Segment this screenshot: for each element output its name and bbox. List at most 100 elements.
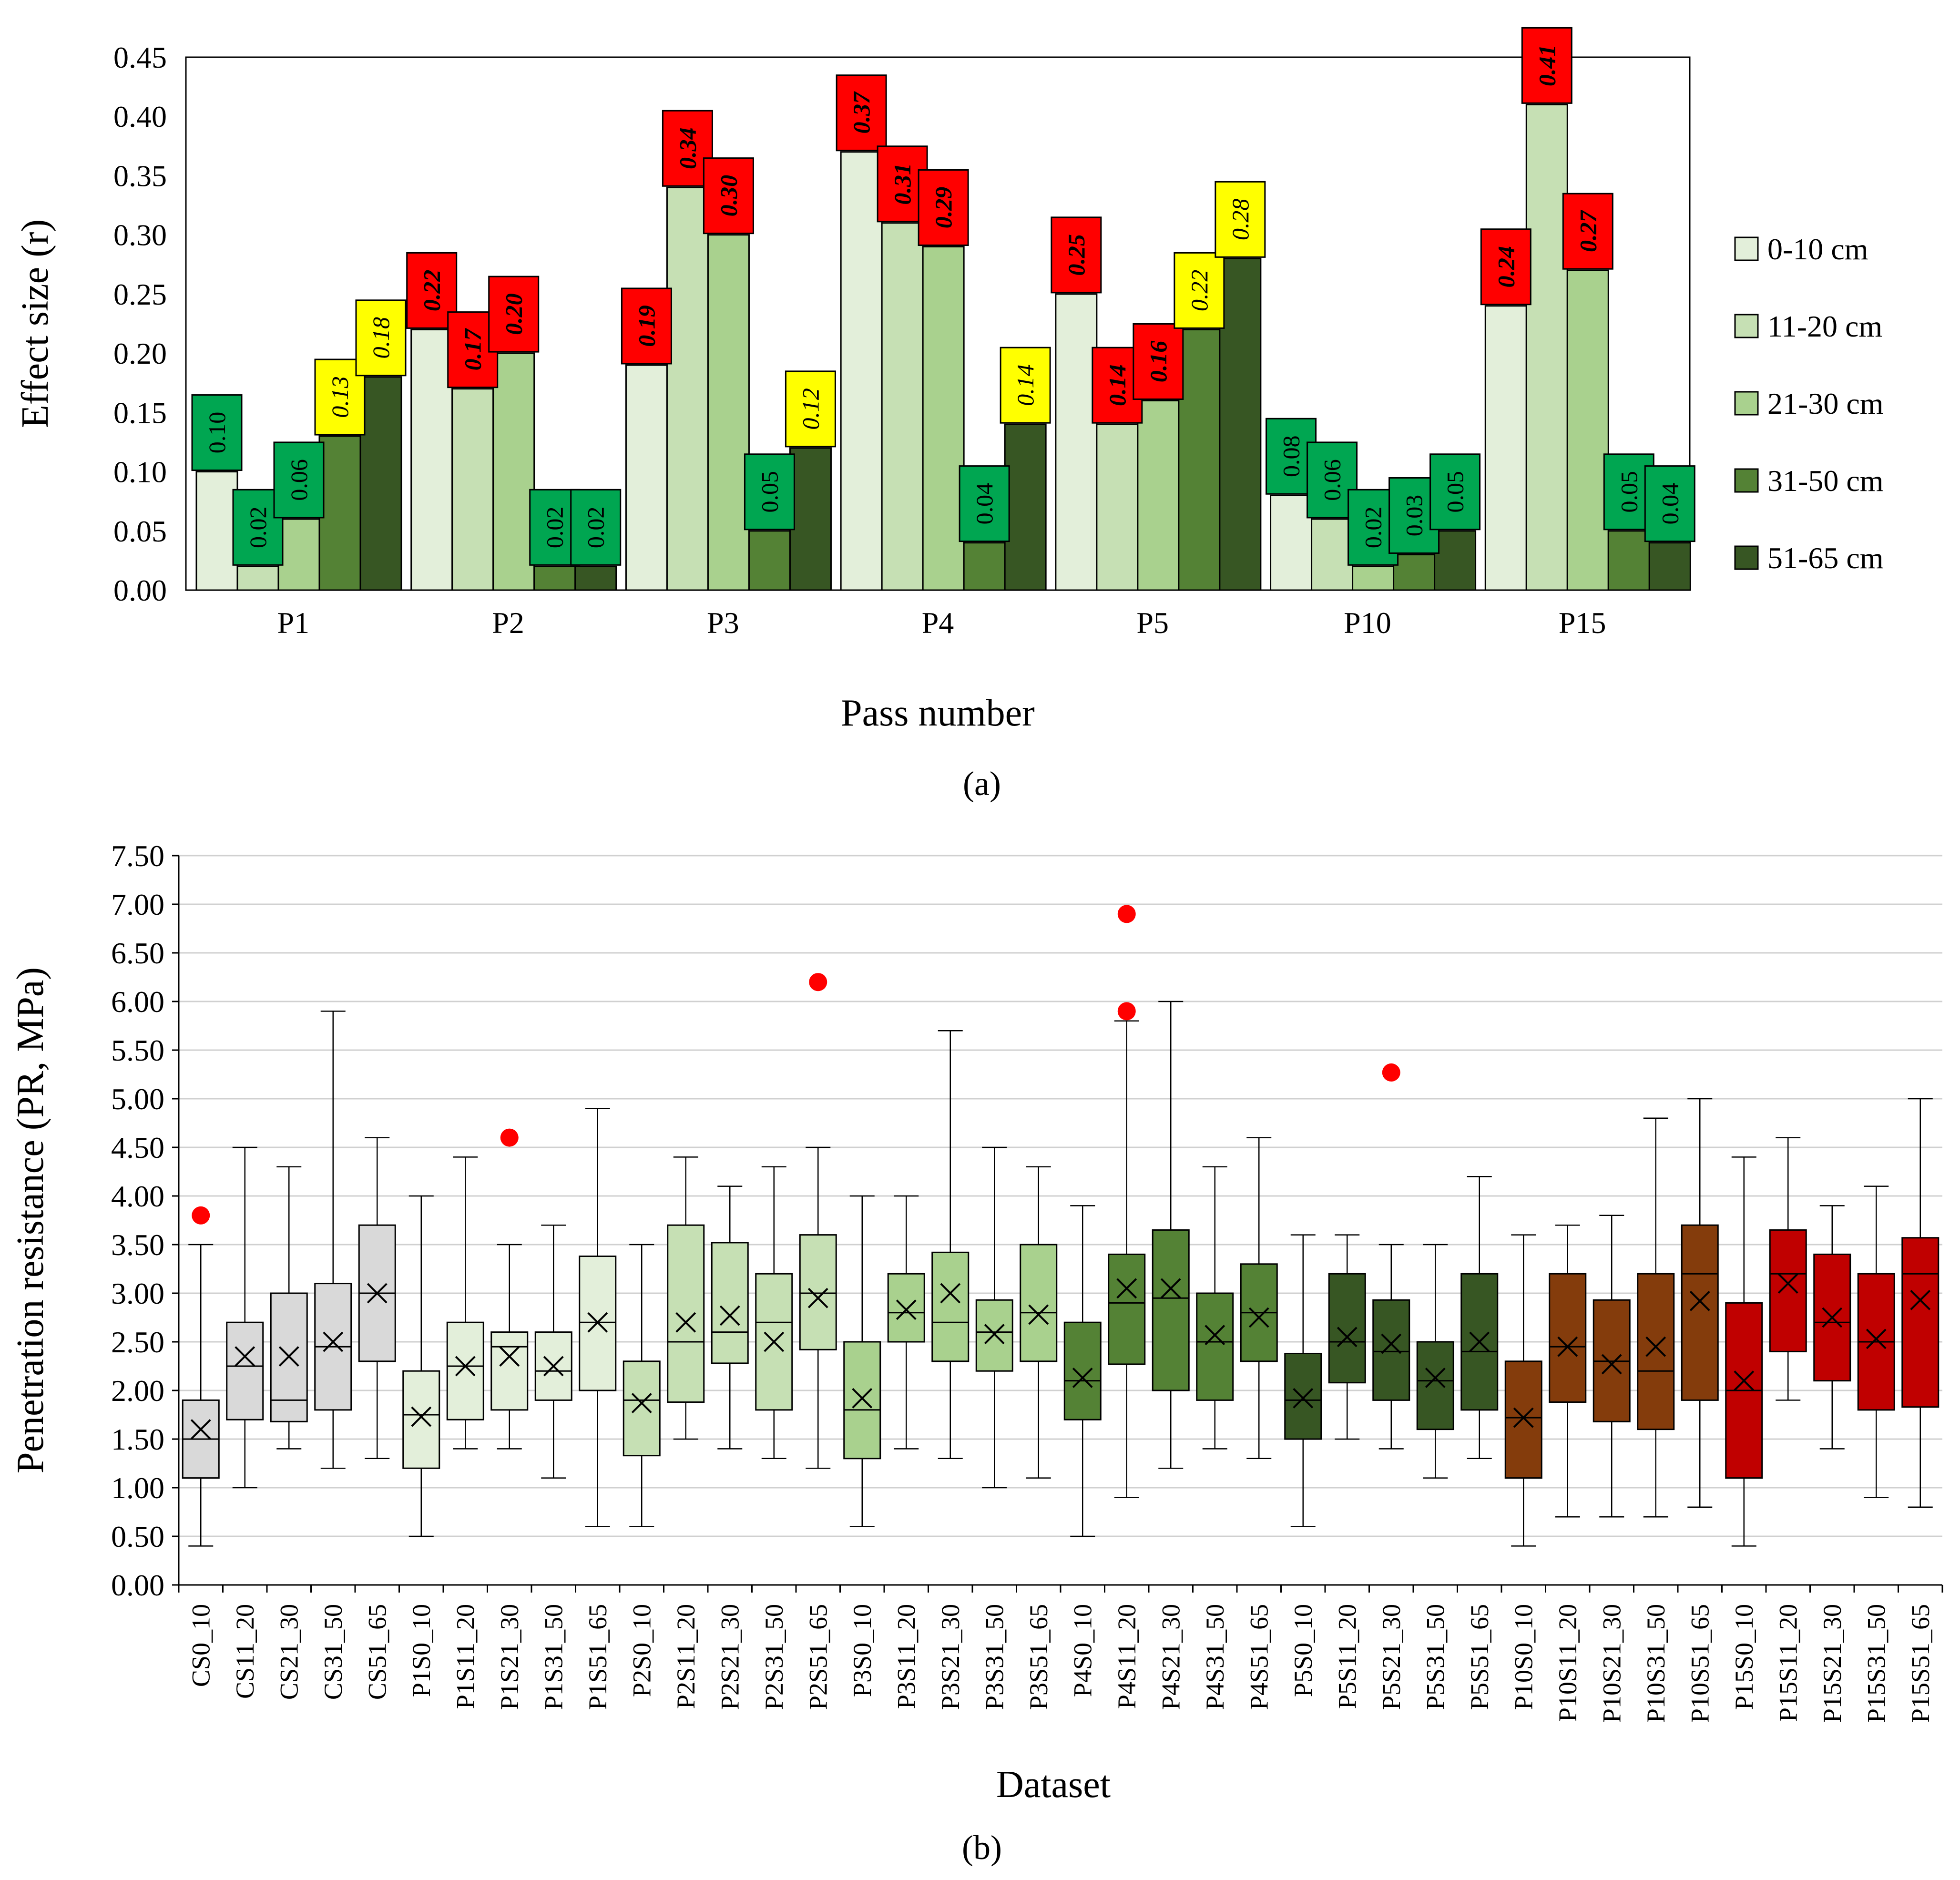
mean-marker xyxy=(675,1312,696,1333)
mean-marker xyxy=(1689,1290,1710,1311)
outlier-point xyxy=(1382,1063,1400,1082)
data-label-box xyxy=(1000,347,1051,424)
data-label: 0.06 xyxy=(1319,459,1346,501)
x-category-label: P2S51_65 xyxy=(804,1604,832,1710)
x-category-label: P4S51_65 xyxy=(1245,1604,1273,1710)
bar xyxy=(666,186,709,591)
x-category-label: P10S21_30 xyxy=(1597,1604,1626,1723)
mean-marker xyxy=(1337,1327,1358,1348)
data-label-box xyxy=(1480,228,1531,306)
mean-marker xyxy=(1866,1328,1887,1349)
bar xyxy=(1393,553,1436,591)
panel-label-a: (a) xyxy=(963,765,1001,803)
data-label: 0.25 xyxy=(1063,234,1090,276)
data-label: 0.14 xyxy=(1012,364,1039,406)
x-category-label: P1 xyxy=(277,606,310,640)
box xyxy=(1372,1299,1410,1401)
mean-marker xyxy=(1601,1354,1622,1375)
y-tick-label: 0.00 xyxy=(111,1568,164,1602)
data-label: 0.06 xyxy=(286,459,312,501)
data-label: 0.17 xyxy=(459,328,486,371)
data-label: 0.02 xyxy=(541,507,568,549)
x-category-label: P5S31_50 xyxy=(1421,1604,1450,1710)
x-category-label: P3S51_65 xyxy=(1024,1604,1053,1710)
data-label-box xyxy=(1215,181,1266,258)
y-tick-label: 0.25 xyxy=(113,277,167,311)
mean-marker xyxy=(1381,1333,1402,1354)
mean-marker xyxy=(1205,1325,1225,1346)
x-category-label: P2S31_50 xyxy=(760,1604,788,1710)
panel-label-b: (b) xyxy=(962,1829,1002,1867)
data-label-box xyxy=(959,465,1010,542)
x-category-label: P3 xyxy=(707,606,739,640)
mean-marker xyxy=(1469,1331,1490,1352)
data-label: 0.22 xyxy=(419,270,445,312)
mean-marker xyxy=(278,1346,299,1367)
data-label: 0.37 xyxy=(848,91,875,134)
mean-marker xyxy=(455,1356,476,1377)
legend-swatch xyxy=(1734,468,1759,493)
mean-marker xyxy=(719,1305,740,1326)
mean-marker xyxy=(852,1388,873,1409)
y-tick-label: 2.00 xyxy=(111,1374,164,1408)
data-label: 0.13 xyxy=(327,376,353,418)
mean-marker xyxy=(1293,1388,1314,1409)
bar xyxy=(1352,565,1395,591)
outlier-point xyxy=(192,1206,210,1225)
data-label: 0.19 xyxy=(633,305,660,347)
y-tick-label: 7.50 xyxy=(111,839,164,873)
bar xyxy=(1607,530,1650,591)
x-category-label: P3S0_10 xyxy=(848,1604,877,1697)
legend-swatch xyxy=(1734,236,1759,261)
legend-swatch xyxy=(1734,391,1759,416)
legend-label: 51-65 cm xyxy=(1767,541,1884,575)
mean-marker xyxy=(940,1283,961,1304)
box xyxy=(1681,1224,1719,1401)
data-label-box xyxy=(355,299,407,377)
box xyxy=(1328,1273,1366,1384)
mean-marker xyxy=(235,1346,255,1367)
y-tick-label: 4.50 xyxy=(111,1131,164,1165)
x-category-label: P10S11_20 xyxy=(1553,1604,1582,1722)
box xyxy=(667,1224,705,1403)
y-tick-label: 6.00 xyxy=(111,985,164,1019)
box xyxy=(1637,1273,1675,1430)
x-category-label: P15S51_65 xyxy=(1906,1604,1935,1723)
box xyxy=(1769,1229,1807,1352)
bar xyxy=(707,234,750,591)
data-label: 0.30 xyxy=(715,175,742,217)
bar xyxy=(881,222,924,591)
mean-marker xyxy=(411,1406,432,1427)
bar xyxy=(963,542,1006,591)
data-label-box xyxy=(1521,27,1572,104)
x-category-label: P10S0_10 xyxy=(1509,1604,1538,1710)
x-category-label: P1S21_30 xyxy=(495,1604,524,1710)
y-axis-title: Penetration resistance (PR, MPa) xyxy=(10,967,51,1473)
x-category-label: P10S51_65 xyxy=(1685,1604,1714,1723)
bar xyxy=(359,376,402,591)
x-category-label: P15 xyxy=(1559,606,1606,640)
bar xyxy=(492,352,535,591)
legend-label: 11-20 cm xyxy=(1767,309,1882,343)
x-category-label: P2 xyxy=(492,606,524,640)
bar xyxy=(1137,399,1180,591)
data-label: 0.41 xyxy=(1533,45,1560,87)
bar xyxy=(1484,305,1527,591)
x-category-label: P1S51_65 xyxy=(583,1604,612,1710)
x-category-label: P15S21_30 xyxy=(1818,1604,1847,1723)
x-category-label: P4 xyxy=(922,606,954,640)
data-label: 0.24 xyxy=(1492,246,1519,288)
x-category-label: P1S0_10 xyxy=(407,1604,436,1697)
mean-marker xyxy=(984,1324,1005,1345)
x-category-label: P5S0_10 xyxy=(1289,1604,1317,1697)
y-tick-label: 0.00 xyxy=(113,573,167,607)
mean-marker xyxy=(1822,1307,1843,1328)
bar xyxy=(236,565,279,591)
y-tick-label: 3.50 xyxy=(111,1228,164,1262)
x-category-label: P3S31_50 xyxy=(980,1604,1009,1710)
bar xyxy=(195,471,238,591)
mean-marker xyxy=(323,1331,344,1352)
mean-marker xyxy=(190,1419,211,1440)
x-category-label: P15S0_10 xyxy=(1730,1604,1758,1710)
